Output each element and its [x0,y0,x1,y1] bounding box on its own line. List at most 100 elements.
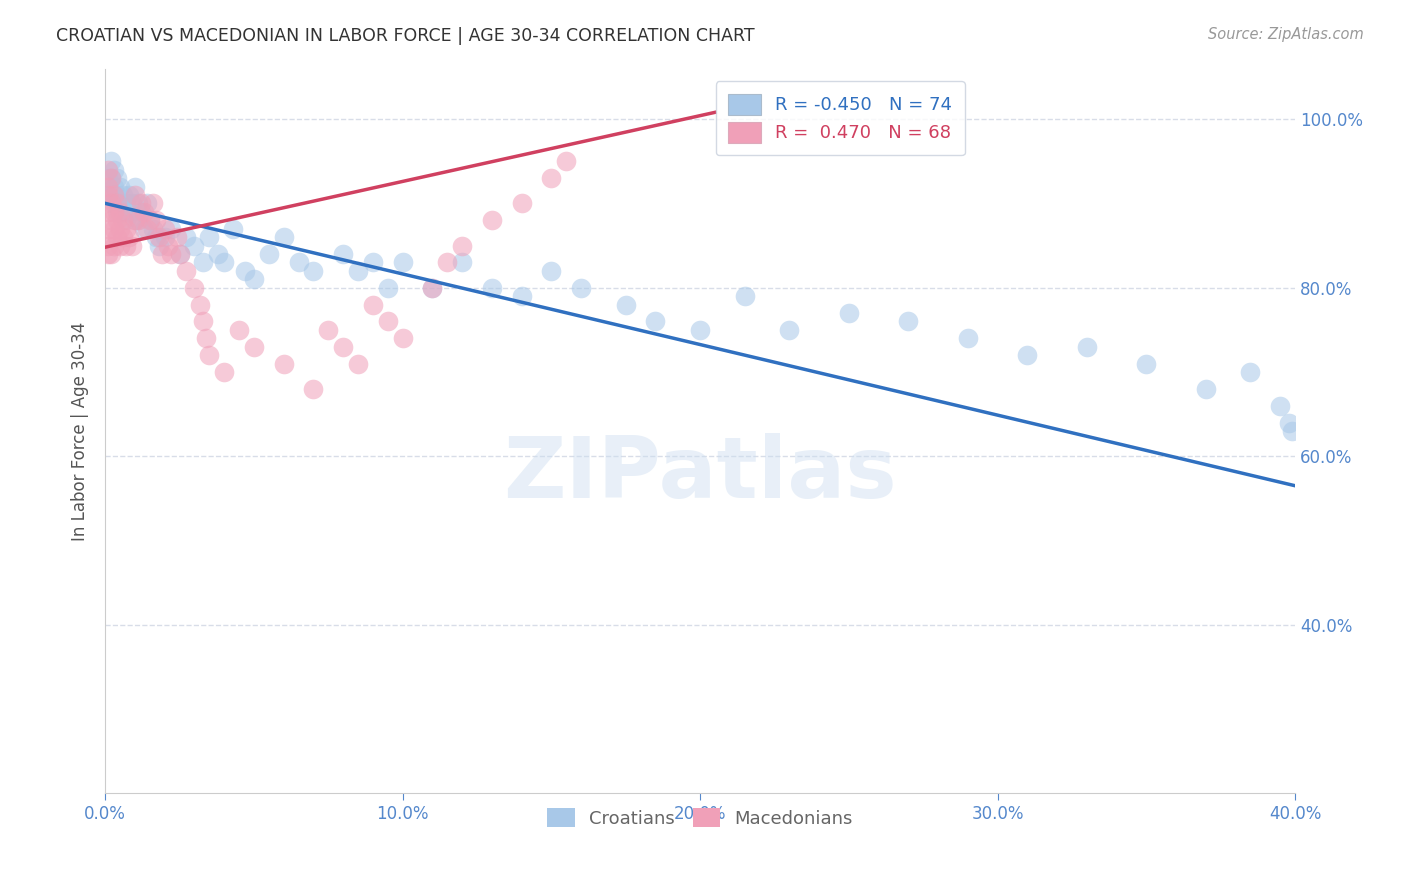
Point [273,357,295,371]
Point [838,306,860,320]
Point [121,238,143,252]
Point [129,196,152,211]
Point [97,162,120,177]
Point [127,213,149,227]
Point [644,314,666,328]
Point [190,297,212,311]
Point [540,171,562,186]
Point [103,162,125,177]
Point [132,221,155,235]
Point [97,247,120,261]
Point [112,213,135,227]
Point [142,221,165,235]
Point [377,314,399,328]
Point [118,188,141,202]
Point [1076,340,1098,354]
Point [142,196,165,211]
Point [97,188,120,202]
Point [347,264,370,278]
Point [103,179,125,194]
Point [451,238,474,252]
Point [212,365,235,379]
Point [112,204,135,219]
Point [121,196,143,211]
Point [153,221,176,235]
Point [156,238,179,252]
Point [108,238,131,252]
Point [103,238,125,252]
Point [100,171,122,186]
Point [115,238,138,252]
Point [193,314,215,328]
Point [127,213,149,227]
Text: ZIPatlas: ZIPatlas [503,433,897,516]
Point [689,323,711,337]
Point [115,221,138,235]
Point [108,221,131,235]
Point [243,340,266,354]
Point [108,196,131,211]
Point [273,230,295,244]
Point [148,238,170,252]
Point [897,314,920,328]
Point [169,247,191,261]
Point [135,196,157,211]
Y-axis label: In Labor Force | Age 30-34: In Labor Force | Age 30-34 [72,321,89,541]
Point [540,264,562,278]
Point [222,221,245,235]
Point [361,255,384,269]
Point [1239,365,1261,379]
Point [481,280,503,294]
Point [361,297,384,311]
Point [569,280,592,294]
Point [103,221,125,235]
Point [124,213,146,227]
Point [97,221,120,235]
Point [614,297,637,311]
Point [97,188,120,202]
Point [112,230,135,244]
Point [105,188,128,202]
Point [316,323,339,337]
Point [734,289,756,303]
Point [159,221,181,235]
Point [183,280,205,294]
Point [347,357,370,371]
Point [481,213,503,227]
Point [100,154,122,169]
Point [332,247,354,261]
Point [127,196,149,211]
Point [105,230,128,244]
Point [100,230,122,244]
Point [145,230,167,244]
Point [159,247,181,261]
Point [287,255,309,269]
Point [510,289,533,303]
Point [422,280,444,294]
Point [118,204,141,219]
Point [555,154,578,169]
Point [1135,357,1157,371]
Point [100,171,122,186]
Point [97,238,120,252]
Point [195,331,218,345]
Point [228,323,250,337]
Point [302,264,325,278]
Text: CROATIAN VS MACEDONIAN IN LABOR FORCE | AGE 30-34 CORRELATION CHART: CROATIAN VS MACEDONIAN IN LABOR FORCE | … [56,27,755,45]
Point [135,221,157,235]
Point [174,264,197,278]
Point [183,238,205,252]
Point [97,171,120,186]
Point [198,230,221,244]
Point [451,255,474,269]
Point [100,196,122,211]
Point [124,213,146,227]
Point [139,213,162,227]
Point [103,204,125,219]
Point [145,213,167,227]
Point [105,171,128,186]
Point [1195,382,1218,396]
Point [129,204,152,219]
Point [103,188,125,202]
Point [302,382,325,396]
